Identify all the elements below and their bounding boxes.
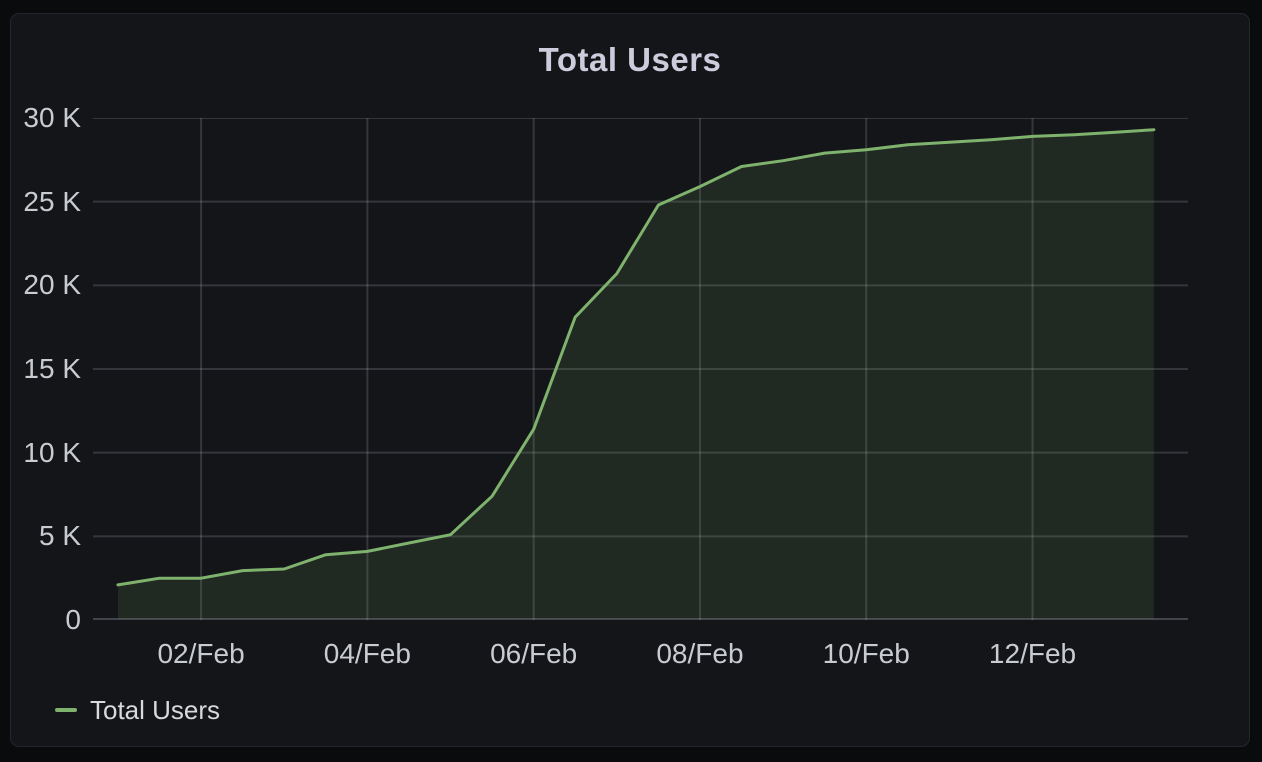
legend: Total Users [55, 694, 220, 726]
x-tick-label: 06/Feb [490, 638, 578, 669]
series-line [116, 128, 1156, 587]
legend-item-total-users[interactable]: Total Users [55, 695, 220, 726]
time-series-chart [93, 118, 1188, 620]
series-color-marker-icon [55, 708, 77, 712]
series-area-fill [117, 129, 1154, 619]
x-tick-label: 12/Feb [988, 638, 1077, 669]
panel-title[interactable]: Total Users [538, 41, 722, 78]
y-axis-labels: 0 5 K 10 K 15 K 20 K 25 K 30 K [21, 104, 81, 634]
x-tick-label: 02/Feb [157, 638, 245, 669]
y-tick-label: 25 K [23, 185, 81, 217]
x-tick-label: 08/Feb [656, 638, 744, 669]
y-tick-label: 10 K [23, 436, 81, 468]
chart-plot-area[interactable] [93, 118, 1188, 620]
legend-series-label: Total Users [90, 694, 221, 725]
x-axis-labels: 02/Feb 04/Feb 06/Feb 08/Feb 10/Feb 12/Feb [93, 637, 1188, 671]
chart-panel: Total Users 0 5 K 10 K 15 K 20 K 25 K 30 K 02/… [10, 13, 1250, 747]
y-tick-label: 0 [65, 604, 81, 635]
y-tick-label: 20 K [23, 269, 81, 301]
y-tick-label: 15 K [23, 353, 81, 384]
y-tick-label: 5 K [38, 520, 81, 552]
x-tick-label: 04/Feb [323, 638, 411, 669]
x-tick-label: 10/Feb [822, 638, 910, 669]
y-tick-label: 30 K [23, 102, 81, 133]
